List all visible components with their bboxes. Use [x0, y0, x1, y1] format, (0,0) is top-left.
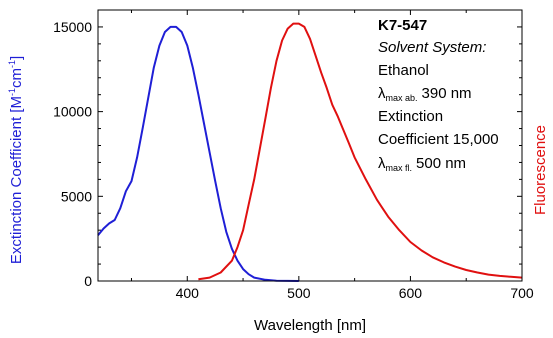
series-layer — [97, 22, 523, 282]
y-tick-label: 10000 — [53, 104, 92, 120]
x-tick-label: 600 — [399, 285, 423, 301]
annotation-extinction-line1: Extinction — [378, 108, 443, 125]
y-axis-label-right: Fluorescence — [532, 125, 549, 215]
lambda-fl-sub: max fl. — [386, 163, 413, 173]
lambda-fl-value: 500 nm — [416, 155, 466, 172]
lambda-abs-sub: max ab. — [386, 93, 418, 103]
lambda-abs-symbol: λ — [378, 85, 386, 102]
x-tick-label: 400 — [176, 285, 200, 301]
annotation-lambda-fl: λmax fl. 500 nm — [378, 155, 466, 173]
x-axis-ticks: 400 500 600 700 — [130, 10, 534, 301]
y-axis-label-left-sup1: -1 — [7, 88, 17, 96]
y-tick-label: 0 — [84, 273, 92, 289]
x-tick-label: 700 — [510, 285, 534, 301]
plot-frame — [97, 9, 523, 282]
x-tick-label: 500 — [287, 285, 311, 301]
y-axis-label-left-suffix: ] — [8, 56, 25, 60]
annotation-solvent: Ethanol — [378, 62, 429, 79]
lambda-fl-symbol: λ — [378, 155, 386, 172]
annotation-lambda-abs: λmax ab. 390 nm — [378, 85, 472, 103]
y-tick-label: 5000 — [61, 188, 92, 204]
fluorescence-series-line — [198, 22, 523, 281]
y-axis-label-left-mid: cm — [8, 68, 25, 88]
annotation-solvent-label: Solvent System: — [378, 39, 486, 56]
y-axis-label-left: Exctinction Coefficient [M-1cm-1] — [7, 56, 25, 264]
y-axis-label-left-prefix: Exctinction Coefficient [M — [8, 96, 25, 264]
x-axis-label: Wavelength [nm] — [254, 317, 366, 334]
y-tick-label: 15000 — [53, 19, 92, 35]
annotation-extinction-line2: Coefficient 15,000 — [378, 131, 499, 148]
annotation-block: K7-547 Solvent System: Ethanol λmax ab. 3… — [378, 17, 499, 173]
y-axis-label-left-sup2: -1 — [7, 60, 17, 68]
annotation-title: K7-547 — [378, 17, 427, 34]
lambda-abs-value: 390 nm — [422, 85, 472, 102]
absorption-series-line — [97, 25, 299, 282]
